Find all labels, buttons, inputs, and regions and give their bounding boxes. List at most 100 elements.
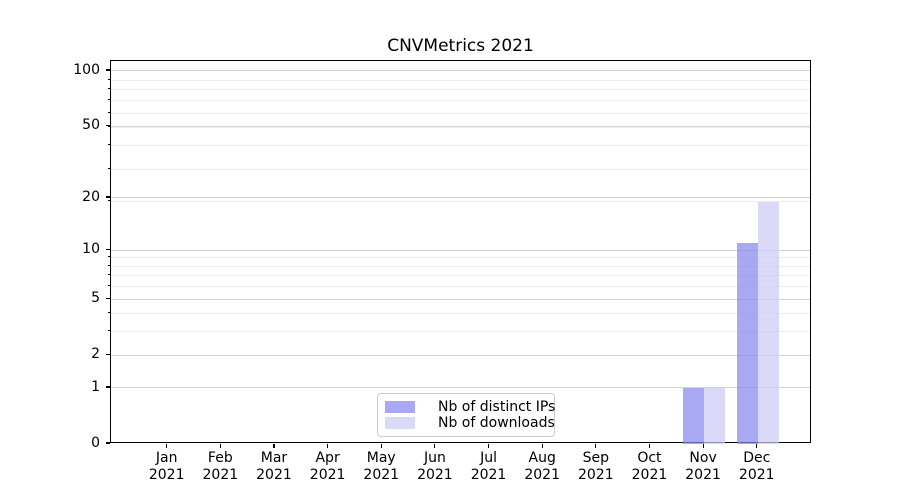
x-tick-year: 2021 bbox=[256, 467, 292, 483]
y-minor-tick bbox=[107, 330, 110, 332]
x-tick-label: Apr 2021 bbox=[286, 450, 370, 484]
y-tick-label: 1 bbox=[91, 378, 100, 395]
x-tick-month: Apr bbox=[315, 450, 340, 466]
x-tick-label: May 2021 bbox=[339, 450, 423, 484]
y-minor-tick bbox=[107, 126, 110, 128]
y-minor-tick bbox=[107, 111, 110, 113]
y-minor-tick bbox=[107, 274, 110, 276]
y-gridline-major bbox=[111, 387, 810, 389]
x-tick bbox=[648, 444, 651, 448]
x-tick-month: May bbox=[366, 450, 396, 466]
y-gridline-major bbox=[111, 249, 810, 251]
x-tick-label: Feb 2021 bbox=[178, 450, 262, 484]
legend: Nb of distinct IPs Nb of downloads bbox=[377, 393, 555, 437]
y-minor-tick bbox=[107, 312, 110, 314]
y-minor-tick bbox=[107, 264, 110, 266]
x-tick-year: 2021 bbox=[202, 467, 239, 483]
x-tick-month: Jun bbox=[423, 450, 446, 466]
x-tick-label: Jun 2021 bbox=[393, 450, 477, 484]
y-gridline-minor bbox=[111, 145, 810, 147]
x-tick bbox=[273, 444, 275, 448]
bar-nov-nb-of-downloads bbox=[704, 387, 726, 444]
x-tick-label: Nov 2021 bbox=[661, 450, 745, 484]
y-gridline-minor bbox=[111, 112, 810, 114]
x-tick-year: 2021 bbox=[631, 467, 668, 483]
x-tick bbox=[434, 444, 436, 448]
bar-dec-nb-of-distinct-ips bbox=[736, 243, 758, 444]
y-tick-label: 5 bbox=[91, 290, 100, 307]
y-gridline-minor bbox=[111, 331, 810, 333]
y-gridline-major bbox=[111, 70, 810, 72]
y-gridline-major bbox=[111, 354, 810, 356]
x-tick-label: Mar 2021 bbox=[232, 450, 316, 484]
y-gridline-minor bbox=[111, 313, 810, 315]
legend-swatch-distinct-ips bbox=[385, 401, 415, 413]
x-tick bbox=[219, 444, 221, 448]
y-tick bbox=[106, 442, 110, 444]
x-tick bbox=[166, 444, 168, 448]
x-tick-year: 2021 bbox=[685, 467, 721, 483]
x-tick-year: 2021 bbox=[417, 467, 453, 483]
plot-area bbox=[110, 60, 811, 444]
y-minor-tick bbox=[107, 285, 110, 287]
y-tick-label: 20 bbox=[82, 188, 100, 205]
x-tick bbox=[702, 444, 704, 448]
x-tick-year: 2021 bbox=[148, 467, 185, 483]
y-gridline-minor bbox=[111, 286, 810, 288]
x-tick-year: 2021 bbox=[470, 467, 507, 483]
x-tick bbox=[327, 444, 329, 448]
y-gridline-minor bbox=[111, 201, 810, 203]
y-gridline-minor bbox=[111, 257, 810, 259]
x-tick-month: Mar bbox=[260, 450, 288, 466]
y-tick bbox=[106, 386, 110, 388]
x-tick bbox=[756, 444, 758, 448]
x-tick-month: Dec bbox=[743, 450, 771, 466]
y-tick bbox=[106, 124, 110, 126]
legend-row-distinct-ips: Nb of distinct IPs bbox=[385, 399, 555, 415]
x-tick bbox=[541, 444, 543, 448]
x-tick-year: 2021 bbox=[577, 467, 614, 483]
y-tick-label: 0 bbox=[91, 435, 100, 451]
y-tick-label: 2 bbox=[91, 346, 100, 363]
y-minor-tick bbox=[107, 78, 110, 80]
legend-row-downloads: Nb of downloads bbox=[385, 415, 555, 431]
bar-dec-nb-of-downloads bbox=[757, 201, 779, 444]
y-gridline-minor bbox=[111, 265, 810, 267]
y-gridline-minor bbox=[111, 79, 810, 81]
chart-title: CNVMetrics 2021 bbox=[387, 36, 534, 56]
x-tick-month: Jul bbox=[480, 450, 497, 466]
x-tick-month: Aug bbox=[528, 450, 556, 466]
x-tick-month: Sep bbox=[582, 450, 609, 466]
y-gridline-minor bbox=[111, 275, 810, 277]
x-tick-year: 2021 bbox=[524, 467, 560, 483]
y-tick bbox=[106, 69, 110, 71]
x-tick-month: Oct bbox=[637, 450, 662, 466]
y-gridline-major bbox=[111, 197, 810, 199]
x-tick-month: Jan bbox=[155, 450, 178, 466]
y-tick-label: 100 bbox=[73, 61, 100, 78]
y-gridline-minor bbox=[111, 168, 810, 170]
y-minor-tick bbox=[107, 256, 110, 258]
y-tick bbox=[106, 196, 110, 198]
x-tick bbox=[380, 444, 382, 448]
x-tick bbox=[595, 444, 597, 448]
x-tick-label: Oct 2021 bbox=[607, 450, 691, 484]
bar-nov-nb-of-distinct-ips bbox=[683, 387, 705, 444]
y-tick bbox=[106, 248, 110, 250]
y-gridline-minor bbox=[111, 100, 810, 102]
y-gridline-minor bbox=[111, 127, 810, 129]
legend-swatch-downloads bbox=[385, 417, 415, 429]
y-minor-tick bbox=[107, 88, 110, 90]
y-gridline-major bbox=[111, 298, 810, 300]
x-tick-label: Jan 2021 bbox=[125, 450, 209, 484]
y-minor-tick bbox=[107, 99, 110, 101]
y-minor-tick bbox=[107, 167, 110, 169]
x-tick-label: Aug 2021 bbox=[500, 450, 584, 484]
y-gridline-major bbox=[111, 125, 810, 127]
y-tick bbox=[106, 353, 110, 355]
y-tick-label: 50 bbox=[82, 117, 100, 134]
y-minor-tick bbox=[107, 144, 110, 146]
y-gridline-minor bbox=[111, 89, 810, 91]
y-tick bbox=[106, 297, 110, 299]
